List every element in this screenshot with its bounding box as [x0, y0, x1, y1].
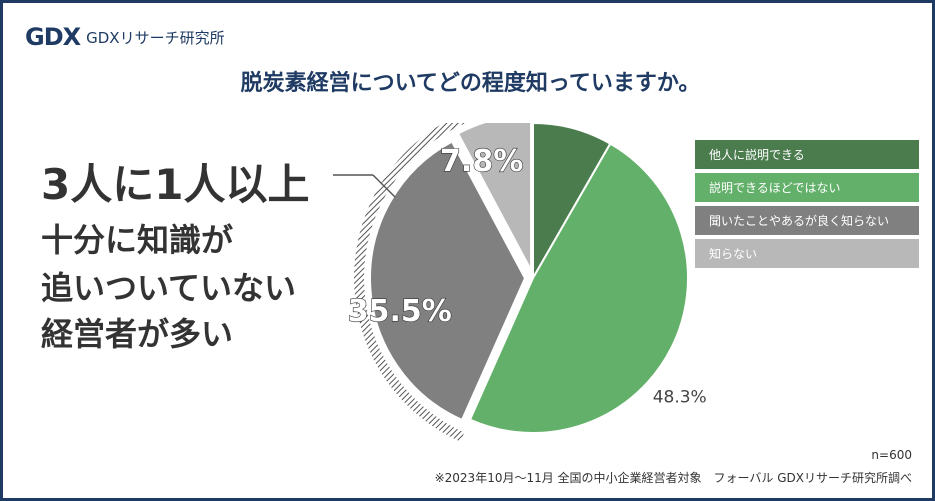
highlight-arc [354, 123, 466, 442]
legend-item-1: 説明できるほどではない [695, 173, 919, 202]
callout-headline: 3人に1人以上 [41, 160, 310, 209]
callout-connector-diag [372, 174, 396, 198]
logo-mark: GDX [25, 23, 81, 51]
pie-slice-2 [369, 140, 527, 422]
callout-line-3: 経営者が多い [41, 315, 234, 353]
pie-chart: 8.3%48.3%35.5%7.8% [333, 123, 707, 442]
legend-item-0: 他人に説明できる [695, 140, 919, 169]
logo: GDX GDXリサーチ研究所 [25, 23, 225, 51]
legend-label-2: 聞いたことやあるが良く知らない [709, 214, 890, 228]
legend-item-2: 聞いたことやあるが良く知らない [695, 206, 919, 235]
pie-slice-3 [456, 123, 533, 271]
source-note: ※2023年10月～11月 全国の中小企業経営者対象 フォーバル GDXリサーチ… [434, 471, 912, 485]
legend: 他人に説明できる 説明できるほどではない 聞いたことやあるが良く知らない 知らな… [695, 140, 919, 272]
legend-label-3: 知らない [709, 247, 758, 261]
callout-line-2: 追いついていない [41, 269, 297, 307]
pie-slice-1 [468, 142, 689, 434]
pie-label-1: 48.3% [653, 388, 707, 408]
callout-line-1: 十分に知識が [41, 221, 234, 259]
pie-label-3: 7.8% [440, 144, 523, 179]
pie-label-2: 35.5% [348, 294, 452, 329]
legend-item-3: 知らない [695, 239, 919, 268]
legend-label-0: 他人に説明できる [709, 148, 805, 162]
chart-title: 脱炭素経営についてどの程度知っていますか。 [240, 71, 701, 96]
logo-text: GDXリサーチ研究所 [86, 28, 225, 47]
legend-label-1: 説明できるほどではない [709, 181, 841, 195]
sample-size: n=600 [871, 448, 912, 462]
